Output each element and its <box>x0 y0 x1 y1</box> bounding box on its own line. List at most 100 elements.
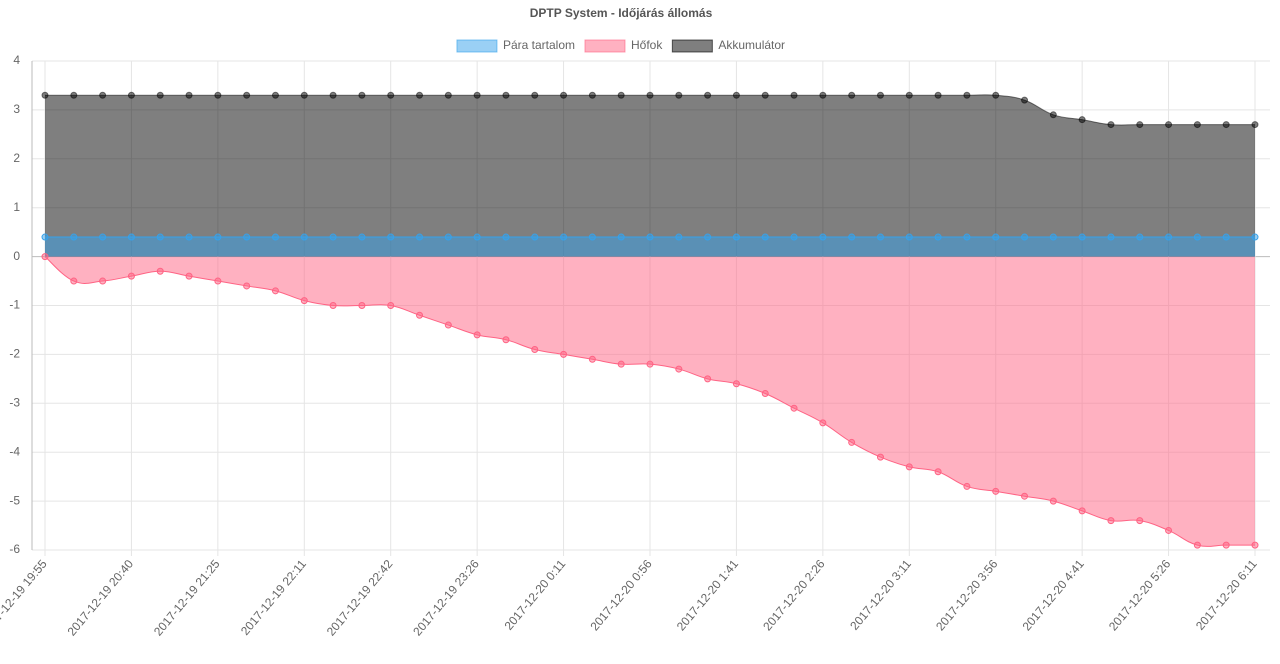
point <box>127 91 135 99</box>
point <box>934 233 942 241</box>
point <box>1193 541 1201 549</box>
point <box>704 375 712 383</box>
point <box>358 91 366 99</box>
point <box>761 390 769 398</box>
point <box>848 438 856 446</box>
point <box>473 331 481 339</box>
point <box>646 91 654 99</box>
point <box>214 91 222 99</box>
point <box>963 233 971 241</box>
point <box>387 233 395 241</box>
x-tick-label: 2017-12-19 23:26 <box>410 557 482 639</box>
point <box>675 233 683 241</box>
y-tick-label: 0 <box>13 249 20 263</box>
point <box>444 233 452 241</box>
point <box>761 91 769 99</box>
point <box>1136 517 1144 525</box>
point <box>848 91 856 99</box>
point <box>531 233 539 241</box>
point <box>1021 96 1029 104</box>
point <box>1107 517 1115 525</box>
point <box>704 91 712 99</box>
x-tick-label: 2017-12-20 5:26 <box>1106 557 1174 634</box>
point <box>502 91 510 99</box>
point <box>156 267 164 275</box>
point <box>1078 233 1086 241</box>
point <box>848 233 856 241</box>
point <box>1021 492 1029 500</box>
point <box>1078 507 1086 515</box>
point <box>905 233 913 241</box>
point <box>934 468 942 476</box>
point <box>934 91 942 99</box>
point <box>790 404 798 412</box>
x-tick-label: 2017-12-20 4:41 <box>1020 557 1088 634</box>
point <box>819 233 827 241</box>
y-tick-label: -1 <box>9 298 20 312</box>
point <box>416 91 424 99</box>
point <box>41 91 49 99</box>
x-tick-label: 2017-12-20 6:11 <box>1193 557 1260 633</box>
area <box>45 256 1255 547</box>
point <box>1136 121 1144 129</box>
point <box>1222 121 1230 129</box>
point <box>1165 121 1173 129</box>
point <box>243 282 251 290</box>
legend-label: Hőfok <box>631 38 663 52</box>
point <box>1021 233 1029 241</box>
x-tick-label: 2017-12-19 21:25 <box>151 557 223 639</box>
point <box>214 277 222 285</box>
point <box>444 91 452 99</box>
point <box>704 233 712 241</box>
point <box>127 272 135 280</box>
point <box>185 233 193 241</box>
legend-swatch <box>584 39 626 53</box>
point <box>1049 497 1057 505</box>
point <box>531 346 539 354</box>
point <box>732 91 740 99</box>
point <box>646 360 654 368</box>
point <box>271 287 279 295</box>
y-tick-label: 1 <box>13 200 20 214</box>
point <box>588 355 596 363</box>
point <box>790 91 798 99</box>
point <box>185 272 193 280</box>
point <box>214 233 222 241</box>
point <box>387 302 395 309</box>
point <box>1222 233 1230 241</box>
point <box>127 233 135 241</box>
point <box>185 91 193 99</box>
x-tick-label: 2017-12-20 3:11 <box>847 557 914 633</box>
point <box>271 233 279 241</box>
point <box>1193 121 1201 129</box>
point <box>1049 111 1057 119</box>
legend: Pára tartalom Hőfok Akkumulátor <box>456 38 785 53</box>
point <box>992 233 1000 241</box>
x-tick-label: 2017-12-19 20:40 <box>65 557 137 639</box>
point <box>156 233 164 241</box>
point <box>1049 233 1057 241</box>
y-tick-label: 3 <box>13 102 20 116</box>
point <box>41 253 49 261</box>
point <box>1251 233 1259 241</box>
point <box>819 91 827 99</box>
point <box>732 380 740 388</box>
y-tick-label: -3 <box>9 395 20 409</box>
point <box>876 91 884 99</box>
point <box>1193 233 1201 241</box>
x-tick-label: 2017-12-19 22:11 <box>238 557 309 638</box>
point <box>617 233 625 241</box>
x-tick-label: 2017-12-19 22:42 <box>324 557 396 639</box>
x-tick-label: 2017-12-20 3:56 <box>933 557 1001 634</box>
point <box>1107 121 1115 129</box>
point <box>876 233 884 241</box>
point <box>992 487 1000 495</box>
point <box>358 233 366 241</box>
point <box>675 91 683 99</box>
point <box>963 91 971 99</box>
point <box>617 91 625 99</box>
point <box>473 91 481 99</box>
x-tick-label: 2017-12-20 1:41 <box>674 557 742 634</box>
